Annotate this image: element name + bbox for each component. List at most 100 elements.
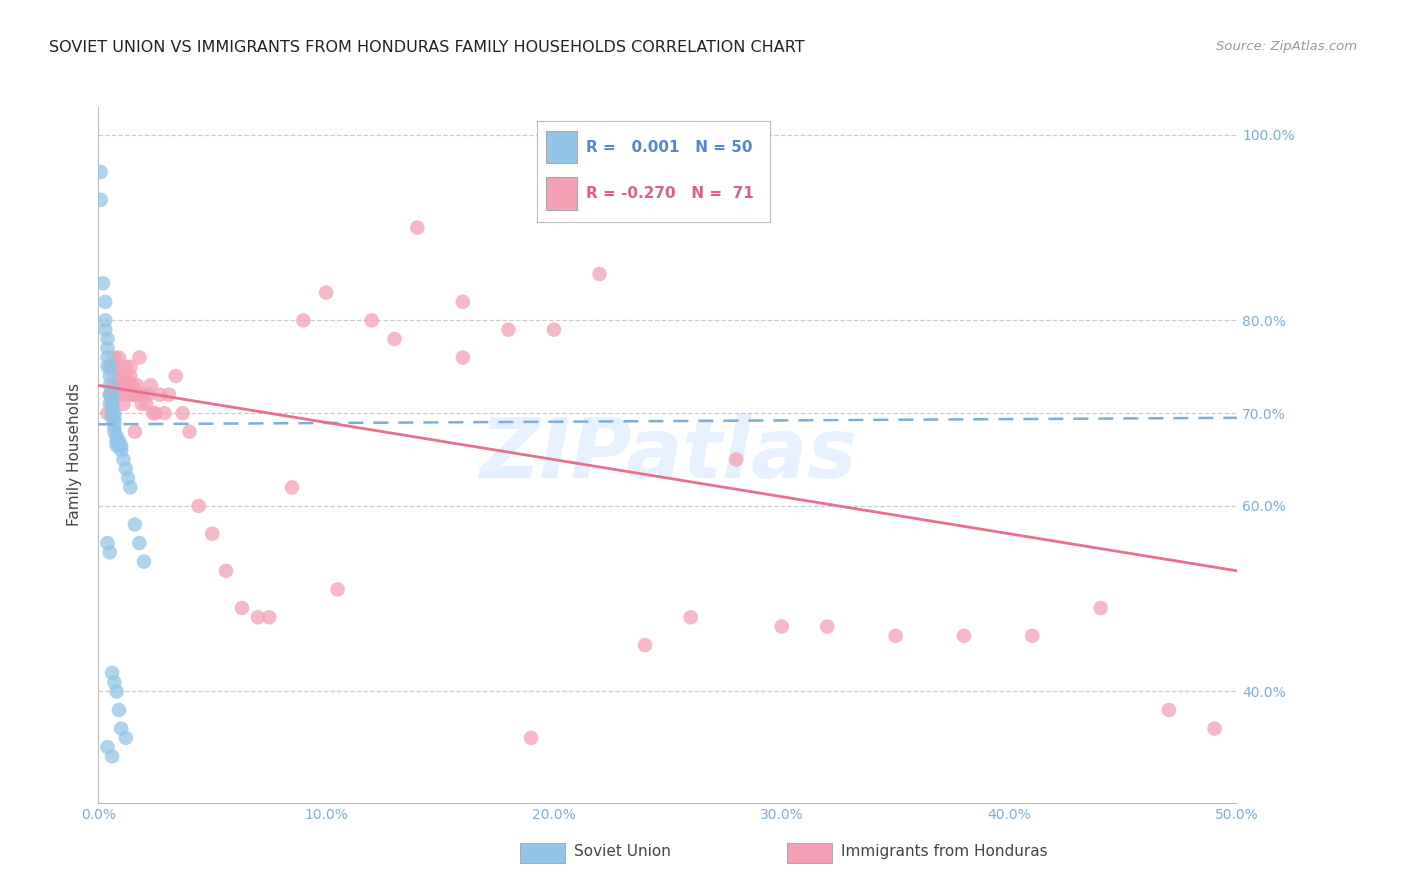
Point	[259, 610, 281, 624]
Point	[132, 387, 155, 401]
Point	[128, 536, 150, 550]
Point	[94, 323, 117, 337]
Point	[770, 619, 793, 633]
Point	[101, 397, 124, 411]
Point	[131, 397, 153, 411]
Point	[112, 397, 135, 411]
Point	[96, 341, 118, 355]
Point	[98, 397, 121, 411]
Point	[103, 425, 125, 439]
Point	[98, 359, 121, 374]
Point	[179, 425, 201, 439]
Point	[105, 429, 128, 443]
Point	[1090, 601, 1112, 615]
Point	[145, 406, 167, 420]
Point	[94, 294, 117, 309]
Point	[149, 387, 172, 401]
Point	[138, 387, 160, 401]
Point	[105, 434, 128, 448]
Point	[98, 378, 121, 392]
Point	[142, 406, 165, 420]
Point	[90, 165, 112, 179]
Point	[884, 629, 907, 643]
Point	[105, 684, 128, 698]
Point	[105, 387, 128, 401]
Point	[127, 378, 149, 392]
Point	[634, 638, 657, 652]
Point	[101, 406, 124, 420]
Text: ZIPatlas: ZIPatlas	[479, 415, 856, 495]
Point	[953, 629, 976, 643]
Point	[98, 545, 121, 559]
Point	[326, 582, 349, 597]
Point	[384, 332, 406, 346]
Point	[103, 406, 125, 420]
Point	[231, 601, 253, 615]
Point	[101, 410, 124, 425]
Point	[139, 378, 162, 392]
Point	[108, 351, 131, 365]
Point	[103, 420, 125, 434]
Point	[94, 313, 117, 327]
Text: SOVIET UNION VS IMMIGRANTS FROM HONDURAS FAMILY HOUSEHOLDS CORRELATION CHART: SOVIET UNION VS IMMIGRANTS FROM HONDURAS…	[49, 40, 804, 55]
Point	[520, 731, 543, 745]
Point	[215, 564, 238, 578]
Point	[114, 462, 136, 476]
Point	[105, 439, 128, 453]
Point	[98, 387, 121, 401]
Point	[110, 387, 132, 401]
Point	[112, 369, 135, 384]
Point	[725, 452, 748, 467]
Point	[101, 749, 124, 764]
Point	[315, 285, 337, 300]
Point	[124, 425, 146, 439]
Point	[128, 387, 150, 401]
Point	[101, 387, 124, 401]
Point	[1157, 703, 1180, 717]
Point	[103, 410, 125, 425]
Point	[128, 351, 150, 365]
Point	[90, 193, 112, 207]
Point	[98, 387, 121, 401]
Point	[101, 665, 124, 680]
Point	[103, 416, 125, 430]
Text: Soviet Union: Soviet Union	[574, 845, 671, 859]
Point	[1204, 722, 1226, 736]
Point	[135, 397, 157, 411]
Point	[543, 323, 565, 337]
Point	[451, 294, 474, 309]
Point	[187, 499, 209, 513]
Point	[588, 267, 610, 281]
Point	[124, 387, 146, 401]
Point	[108, 703, 131, 717]
Point	[201, 526, 224, 541]
Point	[108, 434, 131, 448]
Point	[815, 619, 838, 633]
Point	[96, 359, 118, 374]
Point	[281, 480, 304, 494]
Point	[112, 452, 135, 467]
Point	[679, 610, 702, 624]
Point	[108, 439, 131, 453]
Point	[96, 740, 118, 755]
Point	[103, 675, 125, 690]
Point	[110, 439, 132, 453]
Point	[153, 406, 176, 420]
Point	[292, 313, 315, 327]
Point	[103, 369, 125, 384]
Point	[110, 722, 132, 736]
Point	[121, 378, 143, 392]
Point	[114, 359, 136, 374]
Point	[451, 351, 474, 365]
Point	[498, 323, 520, 337]
Point	[127, 387, 149, 401]
Point	[165, 369, 187, 384]
Text: Immigrants from Honduras: Immigrants from Honduras	[841, 845, 1047, 859]
Point	[114, 731, 136, 745]
Point	[120, 480, 142, 494]
Point	[120, 369, 142, 384]
Point	[124, 517, 146, 532]
Point	[110, 443, 132, 458]
Point	[108, 378, 131, 392]
Text: Source: ZipAtlas.com: Source: ZipAtlas.com	[1216, 40, 1357, 54]
